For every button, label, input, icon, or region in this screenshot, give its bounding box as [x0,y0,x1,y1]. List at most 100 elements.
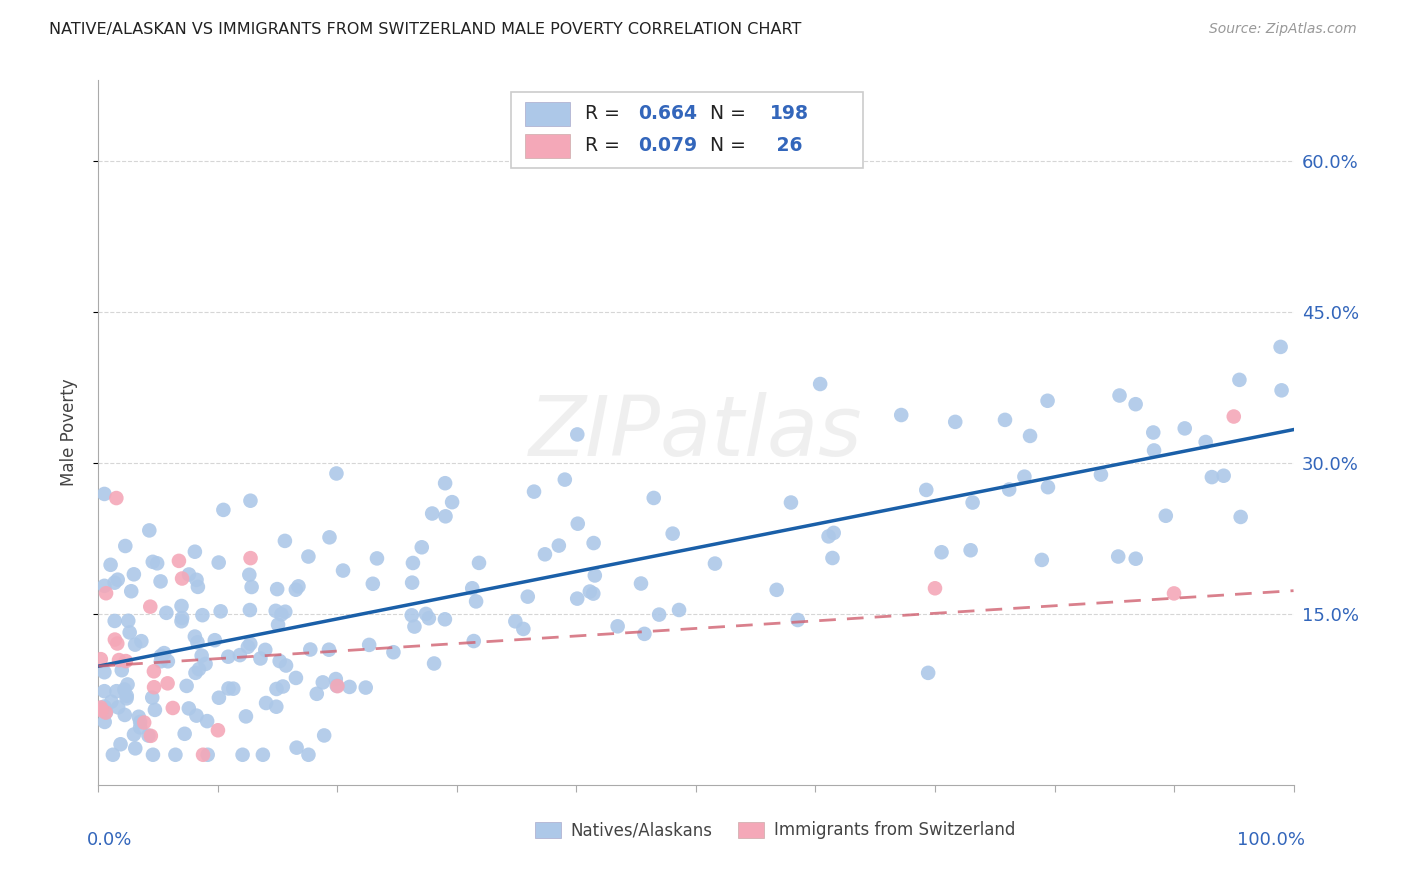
Point [274,658,297,673]
Point [156,654,179,668]
Point [1090,467,1112,482]
Point [817,529,839,543]
Point [516,590,538,604]
Point [1036,393,1059,408]
Point [402,556,425,570]
Point [366,551,388,566]
Point [197,747,219,762]
Point [266,582,288,596]
Point [1212,468,1234,483]
Point [167,554,190,568]
Point [124,741,146,756]
Point [156,676,179,690]
Point [217,649,239,664]
Point [142,747,165,762]
Point [165,747,187,762]
Point [131,634,153,648]
Point [266,681,288,696]
Point [1107,549,1129,564]
Point [114,539,136,553]
Point [186,708,208,723]
Point [187,580,209,594]
Point [139,729,162,743]
Point [149,654,172,668]
Text: NATIVE/ALASKAN VS IMMIGRANTS FROM SWITZERLAND MALE POVERTY CORRELATION CHART: NATIVE/ALASKAN VS IMMIGRANTS FROM SWITZE… [49,22,801,37]
Point [149,574,172,589]
Point [441,495,464,509]
Point [232,747,254,762]
Point [141,690,163,705]
Point [299,642,322,657]
Point [172,611,194,625]
Point [93,579,115,593]
Point [138,524,160,538]
Point [90,700,112,714]
Point [239,493,262,508]
Point [1108,388,1130,402]
Text: R =: R = [585,103,626,123]
Point [668,603,690,617]
Text: Source: ZipAtlas.com: Source: ZipAtlas.com [1209,22,1357,37]
Point [254,696,277,710]
Point [207,723,229,738]
Point [115,654,138,668]
Point [172,572,194,586]
Point [915,483,938,497]
Point [191,608,214,623]
Point [434,509,457,524]
Point [359,638,381,652]
Point [411,541,433,555]
Point [423,657,446,671]
Point [100,558,122,572]
Point [94,706,117,720]
Point [606,619,628,633]
Point [1223,409,1246,424]
Point [401,575,423,590]
Point [1163,586,1185,600]
Point [120,584,142,599]
Point [107,700,129,714]
Point [765,582,787,597]
Point [633,627,655,641]
Point [184,545,207,559]
Point [191,747,214,762]
Point [93,487,115,501]
Point [354,681,377,695]
Point [808,377,831,392]
Point [186,635,208,649]
Point [190,648,212,663]
Point [184,630,207,644]
Point [583,568,606,582]
Point [314,728,336,742]
Point [382,645,405,659]
Point [325,467,347,481]
Point [326,679,349,693]
Point [142,555,165,569]
Point [236,640,259,654]
Point [943,415,966,429]
Bar [524,134,571,158]
Point [194,657,217,671]
Point [146,557,169,571]
Point [433,612,456,626]
Point [339,680,361,694]
Point [287,579,309,593]
Point [823,525,845,540]
Text: ZIPatlas: ZIPatlas [529,392,863,473]
Point [118,625,141,640]
Point [124,638,146,652]
Text: 0.0%: 0.0% [87,830,132,849]
Point [461,581,484,595]
Point [103,575,125,590]
Point [465,594,488,608]
Point [554,473,576,487]
Point [567,591,589,606]
Point [1195,434,1218,449]
Point [176,679,198,693]
Point [998,483,1021,497]
Point [270,607,292,622]
Point [285,740,308,755]
Point [582,586,605,600]
Point [112,682,135,697]
Point [114,708,136,723]
